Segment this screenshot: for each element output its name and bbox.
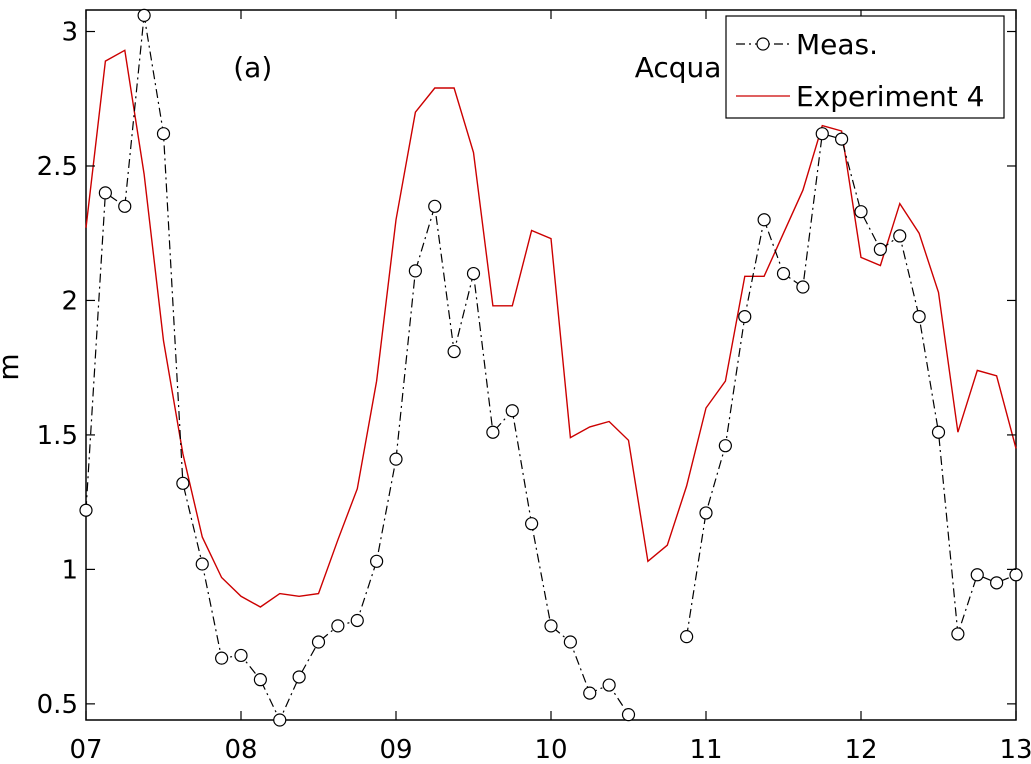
series-layer xyxy=(79,8,1023,727)
data-point xyxy=(873,242,887,256)
x-tick-label: 13 xyxy=(999,735,1031,764)
data-point xyxy=(951,627,965,641)
data-point xyxy=(311,635,326,649)
data-point xyxy=(292,670,306,684)
plot-area xyxy=(79,8,1023,727)
data-point xyxy=(428,199,442,213)
data-point xyxy=(699,506,713,520)
y-tick-label: 3 xyxy=(61,18,78,48)
x-tick-label: 11 xyxy=(689,735,722,764)
series-line xyxy=(85,49,1017,608)
data-point xyxy=(466,266,481,281)
data-point xyxy=(98,186,112,200)
x-tick-label: 12 xyxy=(844,735,877,764)
data-point xyxy=(273,713,287,727)
legend: Meas. Experiment 4 xyxy=(725,15,1005,119)
data-point xyxy=(156,127,171,141)
data-point xyxy=(680,630,694,644)
legend-marker xyxy=(756,37,770,51)
y-tick-label: 2 xyxy=(61,286,78,316)
data-point xyxy=(738,309,752,324)
data-point xyxy=(757,213,771,227)
x-tick-label: 09 xyxy=(379,735,412,764)
data-point xyxy=(389,452,403,466)
data-point xyxy=(331,619,345,633)
data-point xyxy=(544,619,558,633)
y-axis-label: m xyxy=(0,353,25,380)
data-point xyxy=(912,309,926,324)
data-point xyxy=(563,635,577,649)
data-point xyxy=(447,344,461,359)
y-tick-label: 2.5 xyxy=(37,152,78,182)
data-point xyxy=(854,205,868,219)
data-point xyxy=(835,132,849,146)
data-point xyxy=(137,8,151,22)
x-tick-label: 07 xyxy=(69,735,102,764)
axes-box xyxy=(85,9,1017,721)
data-point xyxy=(931,425,946,439)
data-point xyxy=(215,651,229,665)
data-point xyxy=(370,554,384,568)
legend-label: Meas. xyxy=(796,28,878,61)
data-point xyxy=(505,404,519,418)
data-point xyxy=(1009,568,1023,582)
ticks-layer: 07 08 09 10 11 12 13 0.5 1 1.5 2 2.5 3 xyxy=(37,10,1031,764)
y-tick-label: 1 xyxy=(61,555,78,585)
data-point xyxy=(621,708,636,722)
x-tick-label: 10 xyxy=(534,735,567,764)
legend-box xyxy=(725,15,1005,119)
data-point xyxy=(253,673,267,687)
data-point xyxy=(602,678,616,692)
data-point xyxy=(176,476,190,490)
data-point xyxy=(776,266,791,281)
data-point xyxy=(79,503,93,517)
data-point xyxy=(718,439,732,453)
y-tick-label: 1.5 xyxy=(37,421,78,451)
legend-label: Experiment 4 xyxy=(796,80,985,113)
data-point xyxy=(583,686,597,700)
data-point xyxy=(350,613,364,628)
data-point xyxy=(408,264,422,278)
data-point xyxy=(486,425,500,439)
data-point xyxy=(970,568,984,582)
data-point xyxy=(815,127,829,141)
annotation-text: (a) xyxy=(233,51,272,84)
data-point xyxy=(234,648,248,663)
series-line xyxy=(686,132,1017,637)
data-point xyxy=(796,280,810,294)
x-tick-label: 08 xyxy=(224,735,257,764)
y-tick-label: 0.5 xyxy=(37,690,78,720)
data-point xyxy=(118,199,132,213)
data-point xyxy=(195,557,209,571)
data-point xyxy=(525,517,539,531)
data-point xyxy=(990,576,1004,590)
data-point xyxy=(893,229,907,243)
